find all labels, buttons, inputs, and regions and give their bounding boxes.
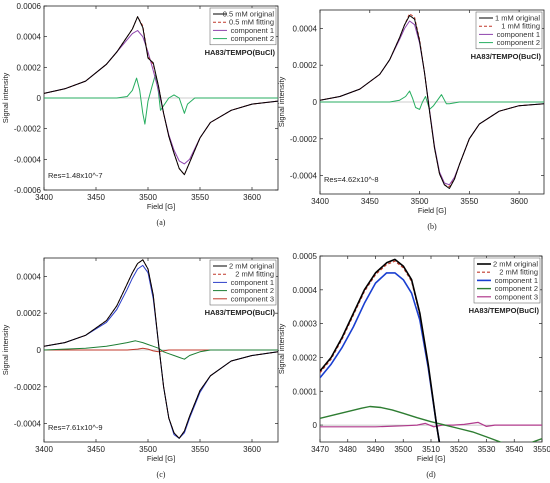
x-tick-label: 3520 <box>450 445 468 454</box>
sample-label: HA83/TEMPO(BuCl) <box>205 308 276 317</box>
series-line-1 <box>44 259 278 439</box>
residual-annotation: Res=7.61x10^-9 <box>48 423 103 432</box>
x-tick-label: 3470 <box>311 445 329 454</box>
series-line-1 <box>44 16 278 176</box>
y-axis-label: Signal intensity <box>1 73 10 124</box>
x-axis-label: Field [G] <box>147 454 175 463</box>
y-tick-label: -0.0006 <box>14 186 42 195</box>
legend-label: component 1 <box>497 30 540 39</box>
x-tick-label: 3450 <box>361 197 379 206</box>
y-tick-label: 0.0005 <box>293 252 318 261</box>
x-tick-label: 3510 <box>422 445 440 454</box>
x-tick-label: 3550 <box>460 197 478 206</box>
x-tick-label: 3500 <box>139 445 157 454</box>
y-tick-label: 0 <box>37 346 42 355</box>
series-line-1 <box>320 258 441 442</box>
x-tick-label: 3400 <box>35 445 53 454</box>
legend-label: 2 mM original <box>229 262 274 271</box>
panel-caption: (a) <box>157 218 166 227</box>
y-tick-label: 0.0004 <box>293 24 318 33</box>
y-tick-label: 0.0002 <box>17 63 42 72</box>
chart-panel-d: 3470 3480 3490 3500 3510 3520 3530 3540 3550 0 0.0… <box>277 252 550 479</box>
sample-label: HA83/TEMPO(BuCl) <box>205 48 276 57</box>
x-tick-label: 3500 <box>394 445 412 454</box>
y-tick-label: -0.0002 <box>14 383 42 392</box>
x-tick-label: 3530 <box>478 445 496 454</box>
x-tick-label: 3600 <box>510 197 528 206</box>
series-line-4 <box>320 405 542 442</box>
sample-label: HA83/TEMPO(BuCl) <box>471 52 542 61</box>
y-tick-label: -0.0004 <box>290 172 318 181</box>
panel-caption: (c) <box>157 470 166 479</box>
x-axis-label: Field [G] <box>417 454 445 463</box>
y-tick-label: -0.0002 <box>290 135 318 144</box>
residual-annotation: Res=4.62x10^-8 <box>324 175 379 184</box>
series-line-5 <box>44 347 278 353</box>
y-tick-label: 0.0004 <box>17 33 42 42</box>
legend-label: 1 mM original <box>495 14 540 23</box>
series-line-1 <box>320 15 544 189</box>
series-line-4 <box>320 90 544 110</box>
y-tick-label: 0.0003 <box>293 320 318 329</box>
x-tick-label: 3550 <box>191 445 209 454</box>
x-tick-label: 3450 <box>87 193 105 202</box>
x-tick-label: 3490 <box>367 445 385 454</box>
legend-label: component 1 <box>231 278 274 287</box>
x-tick-label: 3600 <box>243 193 261 202</box>
y-tick-label: -0.0004 <box>14 420 42 429</box>
y-tick-label: 0 <box>313 98 318 107</box>
x-tick-label: 3540 <box>505 445 523 454</box>
y-tick-label: 0.0001 <box>293 387 318 396</box>
y-tick-label: -0.0004 <box>14 155 42 164</box>
legend-label: component 2 <box>231 286 274 295</box>
x-tick-label: 3450 <box>87 445 105 454</box>
residual-annotation: Res=1.48x10^-7 <box>48 171 103 180</box>
y-tick-label: 0 <box>37 94 42 103</box>
y-tick-label: 0.0002 <box>293 61 318 70</box>
legend-label: component 1 <box>495 276 538 285</box>
legend-label: 1 mM fitting <box>501 22 540 31</box>
legend-label: component 2 <box>497 38 540 47</box>
chart-panel-a: 3400 3450 3500 3550 3600 -0.0006 -0.0004 -0.000… <box>1 2 279 227</box>
x-tick-label: 3550 <box>191 193 209 202</box>
x-tick-label: 3500 <box>411 197 429 206</box>
chart-panel-b: 3400 3450 3500 3550 3600 -0.0004 -0.0002 0 0.000… <box>277 9 545 231</box>
y-tick-label: 0.0004 <box>17 272 42 281</box>
x-tick-label: 3400 <box>311 197 329 206</box>
x-tick-label: 3600 <box>243 445 261 454</box>
panel-caption: (d) <box>426 470 436 479</box>
legend-label: component 2 <box>231 34 274 43</box>
series-line-4 <box>44 340 278 360</box>
chart-panel-c: 3400 3450 3500 3550 3600 -0.0004 -0.0002 0 0.000… <box>1 257 279 479</box>
x-axis-label: Field [G] <box>147 202 175 211</box>
y-tick-label: -0.0002 <box>14 125 42 134</box>
y-tick-label: 0.0002 <box>17 309 42 318</box>
y-tick-label: 0 <box>313 421 318 430</box>
legend-label: 2 mM fitting <box>499 268 538 277</box>
y-axis-label: Signal intensity <box>277 324 286 375</box>
legend-label: component 1 <box>231 26 274 35</box>
x-axis-label: Field [G] <box>418 206 446 215</box>
legend-label: 2 mM fitting <box>235 270 274 279</box>
y-tick-label: 0.0002 <box>293 353 318 362</box>
legend-label: component 3 <box>231 294 274 303</box>
x-tick-label: 3500 <box>139 193 157 202</box>
legend-label: component 2 <box>495 284 538 293</box>
legend-label: 0.5 mM fitting <box>229 18 274 27</box>
y-tick-label: 0.0004 <box>293 286 318 295</box>
x-tick-label: 3550 <box>533 445 550 454</box>
legend-label: component 3 <box>495 292 538 301</box>
x-tick-label: 3400 <box>35 193 53 202</box>
y-axis-label: Signal intensity <box>1 325 10 376</box>
sample-label: HA83/TEMPO(BuCl) <box>469 306 540 315</box>
legend-label: 0.5 mM original <box>223 10 275 19</box>
panel-caption: (b) <box>427 222 437 231</box>
y-axis-label: Signal intensity <box>277 77 286 128</box>
y-tick-label: 0.0006 <box>17 2 42 11</box>
x-tick-label: 3480 <box>339 445 357 454</box>
legend-label: 2 mM original <box>493 260 538 269</box>
